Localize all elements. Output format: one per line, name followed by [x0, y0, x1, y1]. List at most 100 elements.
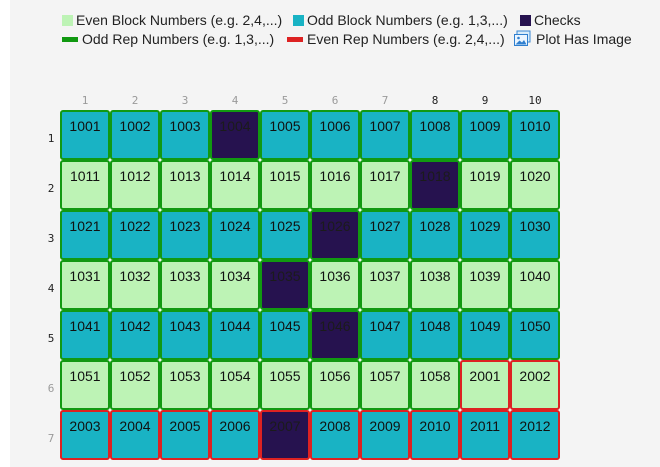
legend-odd-rep: Odd Rep Numbers (e.g. 1,3,...)	[62, 31, 274, 47]
row-number: 2	[47, 182, 55, 195]
plot-cell[interactable]: 1041	[60, 310, 110, 360]
legend-even-rep: Even Rep Numbers (e.g. 2,4,...)	[287, 31, 505, 47]
column-number: 5	[281, 94, 289, 107]
plot-cell[interactable]: 2005	[160, 410, 210, 460]
plot-cell[interactable]: 1013	[160, 160, 210, 210]
plot-cell[interactable]: 1036	[310, 260, 360, 310]
even-rep-line	[287, 36, 303, 42]
plot-cell[interactable]: 1057	[360, 360, 410, 410]
plot-cell[interactable]: 1024	[210, 210, 260, 260]
plot-cell[interactable]: 1033	[160, 260, 210, 310]
plot-cell[interactable]: 1032	[110, 260, 160, 310]
plot-cell[interactable]: 1020	[510, 160, 560, 210]
plot-cell[interactable]: 1028	[410, 210, 460, 260]
legend-even-block-label: Even Block Numbers (e.g. 2,4,...)	[76, 12, 283, 28]
plot-cell[interactable]: 1056	[310, 360, 360, 410]
plot-cell[interactable]: 2008	[310, 410, 360, 460]
check-plot-cell[interactable]: 1046	[310, 310, 360, 360]
plot-cell[interactable]: 1031	[60, 260, 110, 310]
row-number: 4	[47, 282, 55, 295]
plot-cell[interactable]: 1008	[410, 110, 460, 160]
plot-cell[interactable]: 1029	[460, 210, 510, 260]
plot-cell[interactable]: 1005	[260, 110, 310, 160]
plot-cell[interactable]: 1012	[110, 160, 160, 210]
plot-cell[interactable]: 2004	[110, 410, 160, 460]
plot-cell[interactable]: 1045	[260, 310, 310, 360]
column-number: 10	[528, 94, 542, 107]
plot-cell[interactable]: 2003	[60, 410, 110, 460]
plot-cell[interactable]: 1025	[260, 210, 310, 260]
plot-cell[interactable]: 1002	[110, 110, 160, 160]
check-plot-cell[interactable]: 1004	[210, 110, 260, 160]
legend-odd-block-label: Odd Block Numbers (e.g. 1,3,...)	[307, 12, 508, 28]
column-number: 9	[481, 94, 489, 107]
field-layout-panel: Even Block Numbers (e.g. 2,4,...) Odd Bl…	[10, 0, 660, 467]
plot-cell[interactable]: 1009	[460, 110, 510, 160]
plot-cell[interactable]: 1003	[160, 110, 210, 160]
legend-odd-rep-label: Odd Rep Numbers (e.g. 1,3,...)	[82, 31, 275, 47]
row-number: 1	[47, 132, 55, 145]
plot-cell[interactable]: 1022	[110, 210, 160, 260]
plot-cell[interactable]: 1052	[110, 360, 160, 410]
plot-cell[interactable]: 2006	[210, 410, 260, 460]
legend-even-block: Even Block Numbers (e.g. 2,4,...)	[62, 12, 282, 28]
plot-cell[interactable]: 1044	[210, 310, 260, 360]
plot-cell[interactable]: 1019	[460, 160, 510, 210]
plot-cell[interactable]: 1040	[510, 260, 560, 310]
plot-cell[interactable]: 1039	[460, 260, 510, 310]
plot-cell[interactable]: 1017	[360, 160, 410, 210]
row-number: 6	[47, 382, 55, 395]
plot-cell[interactable]: 2010	[410, 410, 460, 460]
plot-cell[interactable]: 1007	[360, 110, 410, 160]
legend-checks-label: Checks	[534, 12, 581, 28]
row-number: 7	[47, 432, 55, 445]
plot-cell[interactable]: 1023	[160, 210, 210, 260]
column-number: 8	[431, 94, 439, 107]
plot-cell[interactable]: 1053	[160, 360, 210, 410]
plot-cell[interactable]: 1016	[310, 160, 360, 210]
legend-plot-image: Plot Has Image	[514, 30, 632, 47]
plot-cell[interactable]: 2012	[510, 410, 560, 460]
plot-cell[interactable]: 1050	[510, 310, 560, 360]
plot-cell[interactable]: 1006	[310, 110, 360, 160]
plot-cell[interactable]: 2001	[460, 360, 510, 410]
plot-cell[interactable]: 1042	[110, 310, 160, 360]
plot-cell[interactable]: 1048	[410, 310, 460, 360]
check-plot-cell[interactable]: 1035	[260, 260, 310, 310]
plot-cell[interactable]: 2009	[360, 410, 410, 460]
plot-cell[interactable]: 1021	[60, 210, 110, 260]
plot-cell[interactable]: 1038	[410, 260, 460, 310]
plot-cell[interactable]: 1011	[60, 160, 110, 210]
column-number: 2	[131, 94, 139, 107]
plot-cell[interactable]: 2002	[510, 360, 560, 410]
plot-cell[interactable]: 1047	[360, 310, 410, 360]
column-number: 7	[381, 94, 389, 107]
legend-odd-block: Odd Block Numbers (e.g. 1,3,...)	[293, 12, 508, 28]
plot-cell[interactable]: 1051	[60, 360, 110, 410]
plot-cell[interactable]: 1001	[60, 110, 110, 160]
plot-cell[interactable]: 1030	[510, 210, 560, 260]
check-plot-cell[interactable]: 1018	[410, 160, 460, 210]
row-number: 5	[47, 332, 55, 345]
plot-cell[interactable]: 1054	[210, 360, 260, 410]
plot-cell[interactable]: 2011	[460, 410, 510, 460]
column-number: 4	[231, 94, 239, 107]
even-block-swatch	[62, 14, 73, 26]
plot-cell[interactable]: 1010	[510, 110, 560, 160]
plot-cell[interactable]: 1034	[210, 260, 260, 310]
image-icon	[514, 30, 531, 46]
plot-cell[interactable]: 1014	[210, 160, 260, 210]
check-plot-cell[interactable]: 1026	[310, 210, 360, 260]
checks-swatch	[520, 14, 531, 26]
plot-cell[interactable]: 1049	[460, 310, 510, 360]
plot-cell[interactable]: 1055	[260, 360, 310, 410]
legend-checks: Checks	[520, 12, 581, 28]
check-plot-cell[interactable]: 2007	[260, 410, 310, 460]
column-number: 1	[81, 94, 89, 107]
odd-rep-line	[62, 36, 78, 42]
plot-cell[interactable]: 1027	[360, 210, 410, 260]
plot-cell[interactable]: 1037	[360, 260, 410, 310]
plot-cell[interactable]: 1043	[160, 310, 210, 360]
plot-cell[interactable]: 1015	[260, 160, 310, 210]
plot-cell[interactable]: 1058	[410, 360, 460, 410]
